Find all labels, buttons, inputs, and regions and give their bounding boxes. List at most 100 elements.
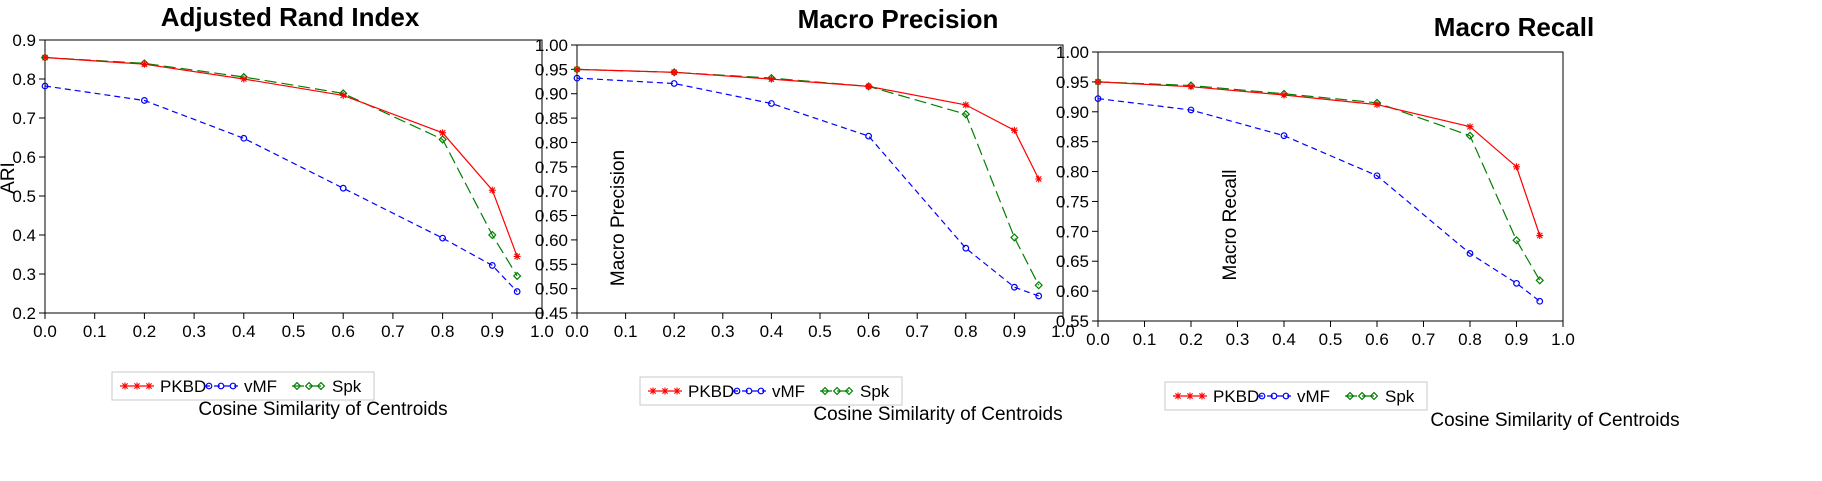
data-point-vmf [240,134,248,142]
y-axis-label: ARI [0,162,19,194]
data-point-vmf [513,288,521,295]
x-tick-label: 0.5 [1319,330,1343,349]
data-point-spk [1010,233,1019,242]
chart-title: Macro Recall [1434,12,1594,42]
legend-marker-pkbd [145,382,153,390]
data-point-vmf [140,97,148,104]
y-tick-label: 0.65 [1056,252,1089,271]
y-tick-label: 0.80 [1056,163,1089,182]
x-tick-label: 0.9 [1505,330,1529,349]
y-tick-label: 0.90 [535,85,568,104]
data-point-spk [1465,131,1475,140]
x-tick-label: 0.5 [282,322,306,341]
y-tick-label: 0.6 [12,148,36,167]
legend-marker-vmf [1258,392,1266,400]
data-point-pkbd [41,54,49,62]
x-tick-label: 0.8 [954,322,978,341]
y-tick-label: 0.8 [12,70,36,89]
x-tick-label: 0.8 [1458,330,1482,349]
y-tick-label: 1.00 [1056,43,1089,62]
legend-box [111,371,375,401]
legend-label-vmf: vMF [772,382,805,401]
legend-marker-vmf [1270,392,1278,400]
x-tick-label: 0.6 [331,322,355,341]
legend-marker-vmf [217,382,225,390]
data-point-pkbd [1094,78,1102,86]
legend-marker-spk [304,381,314,391]
x-tick-label: 0.0 [1086,330,1110,349]
y-tick-label: 0.60 [1056,282,1089,301]
x-tick-label: 0.0 [565,322,589,341]
x-tick-label: 0.5 [808,322,832,341]
legend-marker-spk [1369,391,1379,401]
y-tick-label: 0.95 [1056,73,1089,92]
data-point-vmf [1187,106,1195,114]
y-tick-label: 0.55 [535,255,568,274]
plot-frame [1097,51,1564,322]
x-tick-label: 1.0 [1051,322,1075,341]
y-tick-label: 0.95 [535,60,568,79]
y-axis-label: Macro Precision [608,150,629,286]
y-tick-label: 0.85 [1056,133,1089,152]
x-tick-label: 0.0 [33,322,57,341]
data-point-spk [438,135,447,144]
data-point-vmf [670,80,678,87]
data-point-pkbd [1187,83,1195,91]
legend-label-vmf: vMF [244,377,277,396]
data-point-pkbd [1010,126,1018,134]
y-tick-label: 0.80 [535,133,568,152]
data-point-vmf [865,132,872,140]
legend: PKBD vMF Spk [1164,381,1428,411]
data-point-pkbd [1513,163,1520,171]
y-tick-label: 0.60 [535,231,568,250]
legend-marker-vmf [1282,392,1290,400]
y-tick-label: 0.2 [12,304,36,323]
legend-marker-vmf [229,382,237,390]
y-tick-label: 0.75 [535,158,568,177]
y-tick-label: 0.75 [1056,192,1089,211]
data-point-pkbd [1536,232,1544,240]
legend-marker-pkbd [133,382,141,390]
legend-box [639,376,903,406]
x-axis-label: Cosine Similarity of Centroids [1430,410,1679,431]
y-tick-label: 0.70 [1056,222,1089,241]
data-point-vmf [1011,283,1018,291]
legend-marker-spk [1345,391,1355,401]
legend-marker-spk [1357,391,1367,401]
x-tick-label: 0.6 [857,322,881,341]
y-tick-label: 0.65 [535,207,568,226]
data-point-vmf [962,244,970,252]
legend-marker-vmf [205,382,213,390]
data-point-vmf [488,262,496,269]
data-point-pkbd [240,75,248,83]
x-tick-label: 0.9 [480,322,504,341]
data-point-pkbd [767,75,775,83]
data-point-vmf [41,82,49,90]
data-point-pkbd [140,60,148,68]
chart-title: Macro Precision [798,4,999,34]
x-tick-label: 0.7 [1412,330,1436,349]
macro-recall-chart-panel: Macro Recall 0.0 0.1 0.2 0.3 0.4 0.5 0.6 0.7 0.8… [1056,12,1680,431]
legend-marker-spk [316,381,326,391]
data-point-spk [1034,280,1043,290]
legend-label-spk: Spk [1385,387,1415,406]
x-tick-label: 0.2 [133,322,157,341]
legend: PKBD vMF Spk [111,371,375,401]
data-point-spk [961,109,971,119]
data-point-vmf [1513,279,1520,287]
data-point-pkbd [1466,123,1474,131]
data-point-vmf [1280,132,1288,140]
plot-frame [44,39,543,314]
y-tick-label: 0.9 [12,31,36,50]
legend-marker-vmf [745,387,753,395]
data-point-pkbd [1280,91,1288,99]
x-tick-label: 0.1 [1133,330,1157,349]
data-point-vmf [1536,297,1544,305]
chart-title: Adjusted Rand Index [161,2,420,32]
y-tick-label: 0.85 [535,109,568,128]
y-tick-label: 0.55 [1056,312,1089,331]
legend-marker-spk [844,386,854,396]
x-tick-label: 0.1 [83,322,107,341]
legend-marker-pkbd [649,387,657,395]
legend-marker-pkbd [121,382,129,390]
